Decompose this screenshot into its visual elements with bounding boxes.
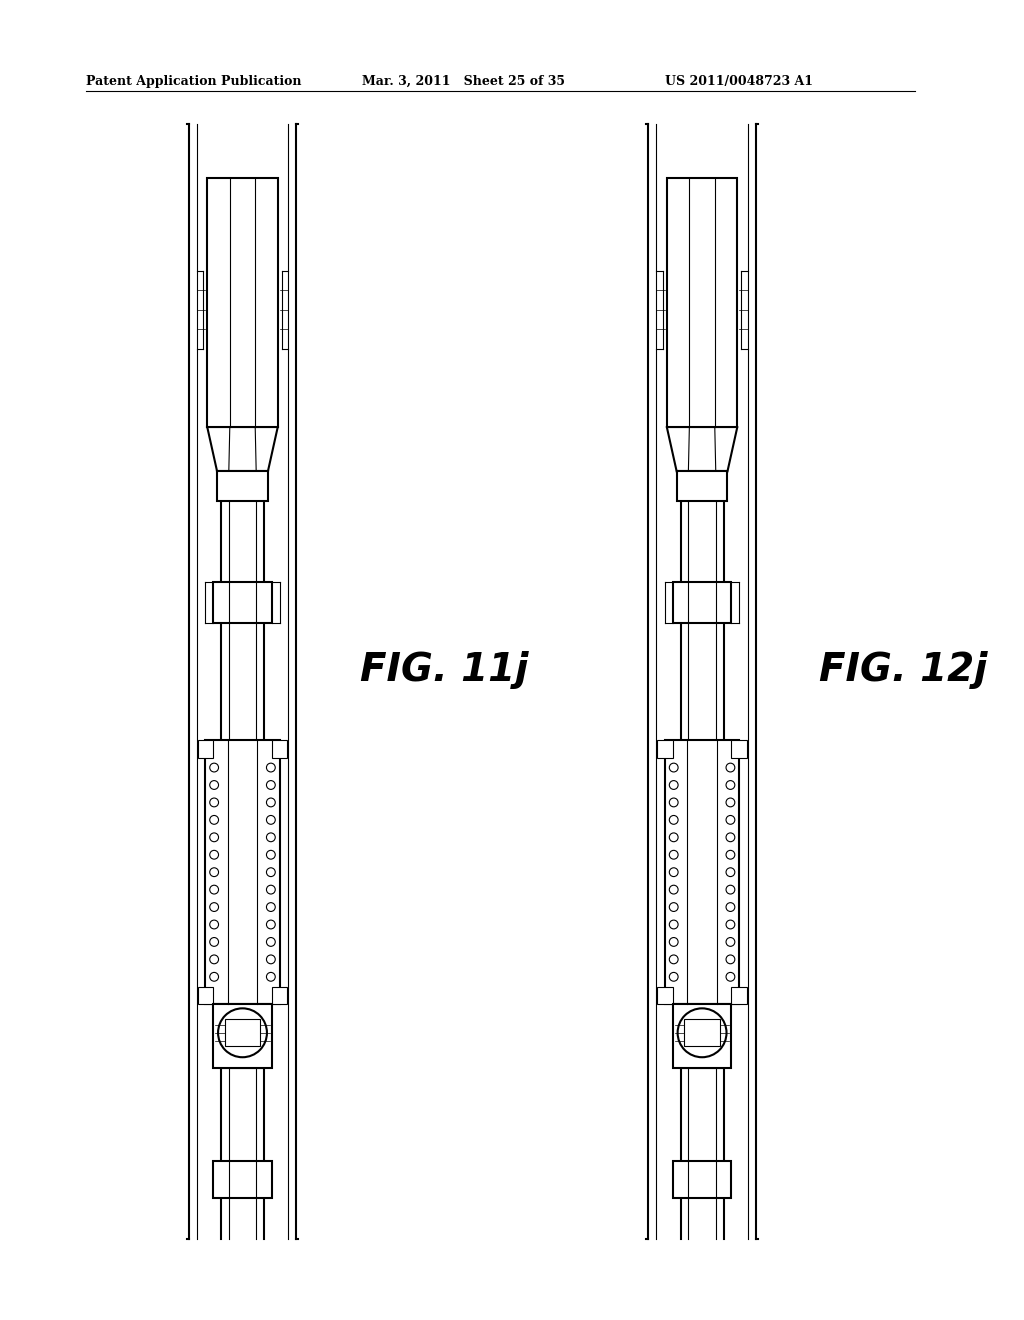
Bar — [213, 582, 271, 623]
Bar — [731, 741, 748, 758]
Bar — [207, 178, 278, 428]
Text: US 2011/0048723 A1: US 2011/0048723 A1 — [665, 75, 813, 88]
Bar — [213, 1160, 271, 1197]
Bar — [673, 1160, 731, 1197]
Bar — [198, 986, 213, 1005]
Bar — [198, 741, 213, 758]
Bar — [667, 178, 737, 428]
Bar — [657, 986, 673, 1005]
Bar — [657, 741, 673, 758]
Text: FIG. 11j: FIG. 11j — [359, 651, 528, 689]
Bar — [225, 1019, 260, 1047]
Bar — [206, 741, 280, 1005]
Text: FIG. 12j: FIG. 12j — [819, 651, 988, 689]
Bar — [673, 1005, 731, 1068]
Bar — [213, 1005, 271, 1068]
Bar — [665, 741, 739, 1005]
Bar — [731, 986, 748, 1005]
Text: Mar. 3, 2011   Sheet 25 of 35: Mar. 3, 2011 Sheet 25 of 35 — [361, 75, 565, 88]
Bar — [217, 471, 268, 500]
Bar — [271, 741, 288, 758]
Bar — [677, 471, 727, 500]
Bar — [271, 986, 288, 1005]
Text: Patent Application Publication: Patent Application Publication — [86, 75, 301, 88]
Bar — [684, 1019, 720, 1047]
Bar — [673, 582, 731, 623]
